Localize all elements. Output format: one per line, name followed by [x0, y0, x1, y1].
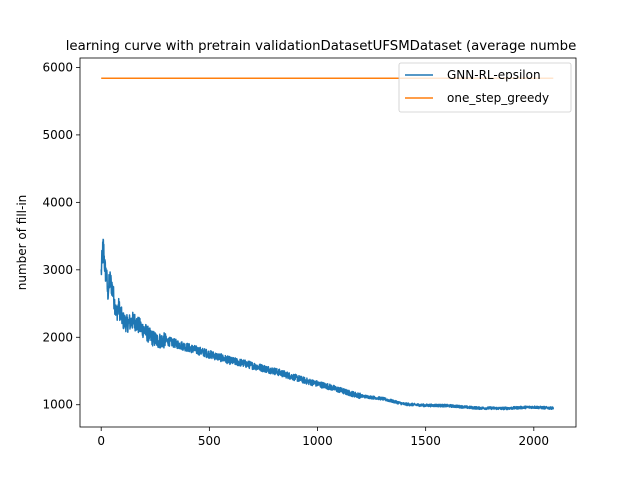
- x-tick-label: 1500: [410, 434, 441, 448]
- y-tick-label: 3000: [42, 263, 73, 277]
- legend-label-gnn-rl-epsilon: GNN-RL-epsilon: [447, 68, 541, 82]
- plot-frame: [79, 57, 577, 428]
- legend-box: [398, 62, 572, 113]
- plot-area: [80, 58, 576, 427]
- y-tick-label: 1000: [42, 398, 73, 412]
- y-tick-label: 4000: [42, 195, 73, 209]
- chart-title: learning curve with pretrain validationD…: [66, 39, 577, 54]
- x-tick-label: 500: [198, 434, 221, 448]
- y-axis-label: number of fill-in: [15, 195, 29, 291]
- series-line-gnn-rl-epsilon: [100, 238, 555, 411]
- y-tick-label: 6000: [42, 60, 73, 74]
- legend: GNN-RL-epsilon one_step_greedy: [398, 62, 572, 113]
- x-tick-label: 2000: [519, 434, 550, 448]
- y-tick-label: 5000: [42, 128, 73, 142]
- x-tick-label: 0: [97, 434, 105, 448]
- x-tick-label: 1000: [302, 434, 333, 448]
- y-tick-label: 2000: [42, 330, 73, 344]
- legend-label-one-step-greedy: one_step_greedy: [447, 91, 549, 105]
